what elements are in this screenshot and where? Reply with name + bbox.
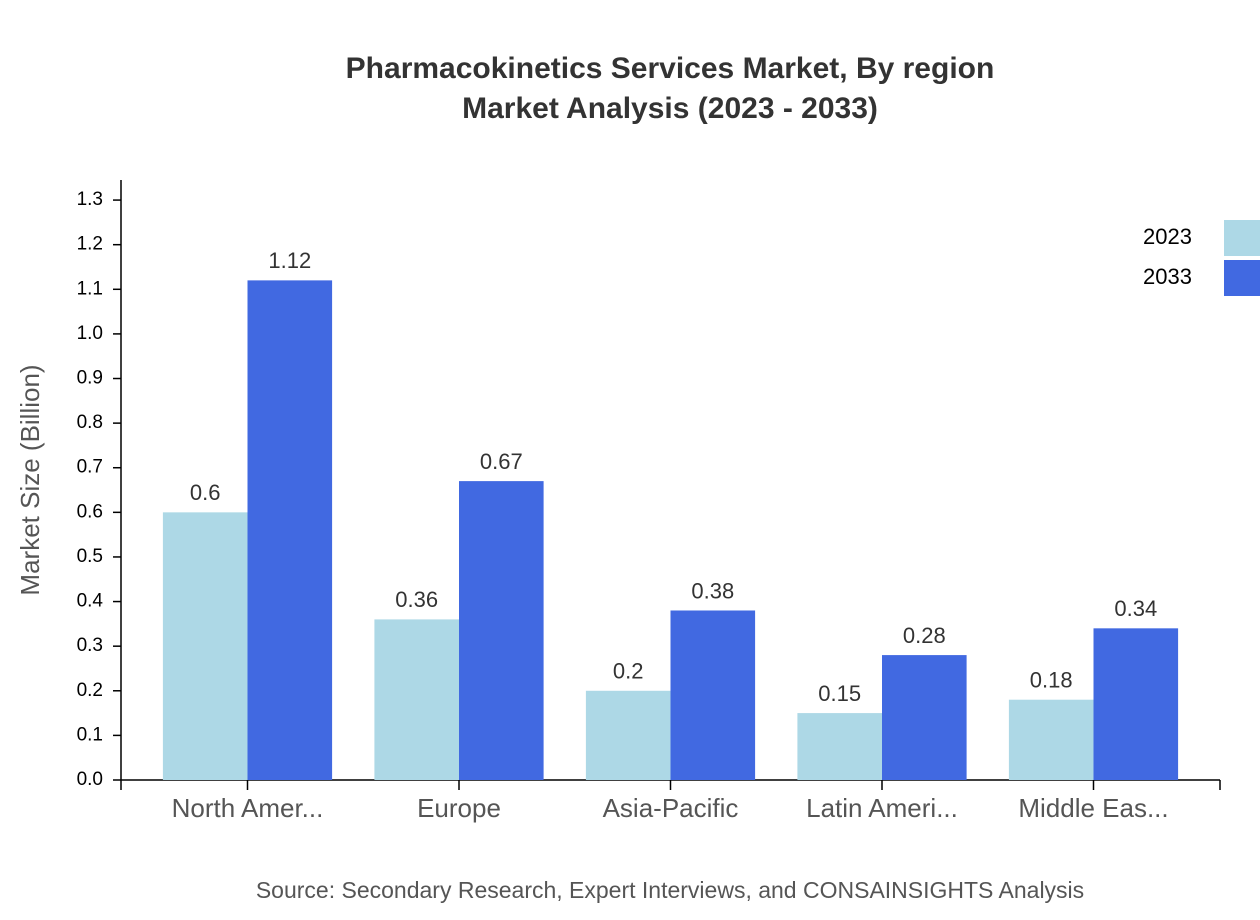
value-label: 1.12 bbox=[268, 248, 311, 273]
bar bbox=[797, 713, 882, 780]
bar bbox=[1093, 628, 1179, 780]
x-tick-label: North Amer... bbox=[172, 793, 324, 823]
legend-label: 2033 bbox=[1143, 264, 1192, 289]
y-tick-label: 1.1 bbox=[77, 278, 103, 299]
value-label: 0.6 bbox=[190, 480, 221, 505]
x-tick-label: Europe bbox=[417, 793, 501, 823]
legend-swatch bbox=[1224, 260, 1260, 296]
x-tick-label: Latin Ameri... bbox=[806, 793, 958, 823]
source-note: Source: Secondary Research, Expert Inter… bbox=[256, 877, 1084, 903]
legend-label: 2023 bbox=[1143, 224, 1192, 249]
value-label: 0.38 bbox=[691, 578, 734, 603]
y-tick-label: 0.3 bbox=[77, 635, 103, 656]
bar bbox=[670, 610, 756, 780]
bar bbox=[585, 690, 671, 780]
y-tick-label: 0.1 bbox=[77, 724, 103, 745]
value-label: 0.2 bbox=[613, 659, 644, 684]
y-tick-label: 0.9 bbox=[77, 368, 103, 389]
y-tick-label: 1.0 bbox=[77, 323, 103, 344]
x-tick-label: Asia-Pacific bbox=[603, 793, 739, 823]
bar bbox=[1008, 699, 1094, 780]
x-tick-label: Middle Eas... bbox=[1018, 793, 1168, 823]
y-tick-label: 0.6 bbox=[77, 501, 103, 522]
y-axis-label: Market Size (Billion) bbox=[15, 364, 45, 595]
bar bbox=[247, 280, 333, 780]
value-label: 0.36 bbox=[395, 587, 438, 612]
y-tick-label: 0.4 bbox=[77, 591, 104, 612]
chart-subtitle: Market Analysis (2023 - 2033) bbox=[462, 92, 878, 125]
y-tick-label: 0.7 bbox=[77, 457, 103, 478]
value-label: 0.67 bbox=[480, 449, 523, 474]
y-tick-label: 0.0 bbox=[77, 769, 103, 790]
value-label: 0.28 bbox=[903, 623, 946, 648]
bar bbox=[459, 481, 544, 780]
y-tick-label: 1.3 bbox=[77, 189, 103, 210]
y-tick-label: 0.5 bbox=[77, 546, 103, 567]
y-tick-label: 0.8 bbox=[77, 412, 103, 433]
bar bbox=[882, 655, 967, 780]
y-tick-label: 0.2 bbox=[77, 680, 103, 701]
value-label: 0.34 bbox=[1114, 596, 1157, 621]
legend-swatch bbox=[1224, 220, 1260, 256]
y-tick-label: 1.2 bbox=[77, 234, 103, 255]
value-label: 0.15 bbox=[818, 681, 861, 706]
value-label: 0.18 bbox=[1030, 668, 1073, 693]
bar bbox=[162, 512, 248, 780]
bar bbox=[374, 619, 459, 780]
chart-title: Pharmacokinetics Services Market, By reg… bbox=[346, 52, 995, 85]
